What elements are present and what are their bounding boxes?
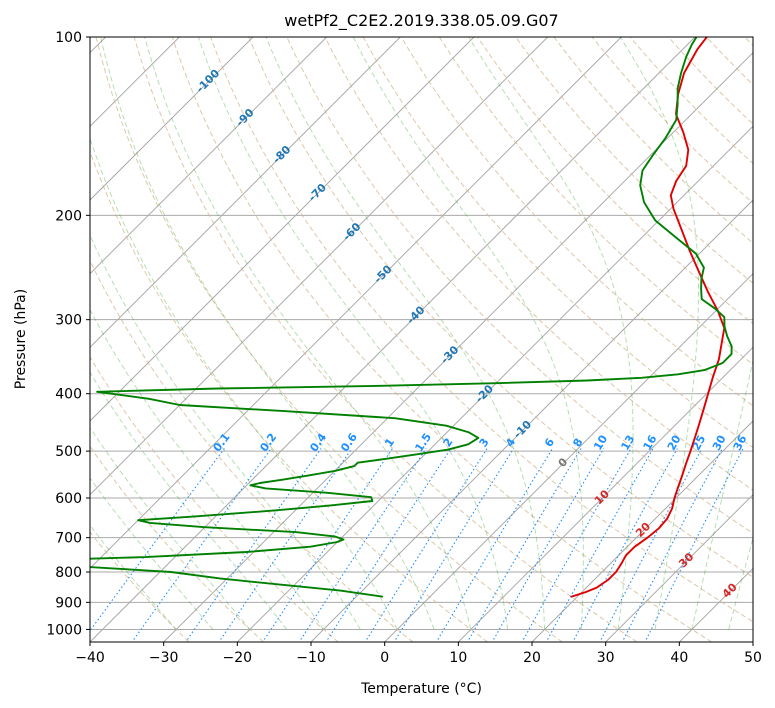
isotherm-lines [90,37,753,642]
isotherm-line [90,37,475,422]
isotherm-line [163,51,753,642]
x-tick-label: −20 [223,650,253,666]
dry-adiabat [438,37,753,365]
mixing-ratio-line [493,448,605,640]
dry-adiabat [362,37,753,449]
mixing-ratio-line [220,448,353,640]
x-tick-label: 20 [523,650,541,666]
mixing-ratio-line [327,448,452,640]
dry-adiabat [90,356,339,642]
moist-adiabat [144,37,472,630]
mixing-ratio-line [547,448,654,640]
x-tick-label: 50 [744,650,762,666]
isotherm-line [90,37,401,349]
pressure-grid [90,37,753,630]
x-tick-label: −40 [75,650,105,666]
moist-adiabat [90,234,361,630]
temperature-profile [570,37,726,598]
dry-adiabat [324,37,753,491]
dry-adiabat [210,37,753,623]
isotherm-line [384,272,753,642]
dry-adiabat [400,37,753,407]
dry-adiabat [477,37,753,325]
plot-frame [89,36,754,643]
x-axis-label: Temperature (°C) [360,681,482,697]
mixing-ratio-line [395,448,515,640]
x-tick-label: 0 [380,650,389,666]
moist-adiabat [265,37,546,630]
mixing-ratio-lines [90,448,744,640]
axis-ticks: −40 −30 −20 −10 0 10 20 30 40 50 100 200 300 400 500 60… [46,30,762,666]
isotherm-line [90,37,622,570]
moist-adiabat [90,308,324,630]
dry-adiabats [90,37,753,642]
x-tick-label: −30 [149,650,179,666]
isotherm-line [90,37,328,275]
moist-adiabat [90,137,398,630]
dry-adiabat [90,531,190,642]
mixing-ratio-line [523,448,632,640]
mixing-ratio-label: 36 [731,433,750,453]
y-tick-label: 900 [55,595,82,611]
isotherm-line [605,493,753,642]
y-tick-label: 700 [55,531,82,547]
dry-adiabat [133,37,638,642]
plot-background [90,37,753,642]
moist-adiabats [90,37,753,630]
y-tick-label: 100 [55,30,82,46]
moist-adiabat [728,536,753,630]
moist-adiabat [352,37,584,630]
isotherm-line [90,37,696,642]
moist-adiabat [197,37,509,630]
dry-adiabat [591,37,753,204]
moist-adiabat [468,37,634,630]
moist-adiabat [691,358,753,630]
dry-adiabat [553,37,753,244]
isotherm-line [90,37,254,201]
mixing-ratio-line [573,448,678,640]
y-tick-label: 1000 [46,622,82,638]
chart-title: wetPf2_C2E2.2019.338.05.09.G07 [284,11,558,31]
isotherm-line [531,420,753,642]
isotherm-line [457,346,753,642]
x-tick-label: −10 [296,650,326,666]
dewpoint-profile [90,37,733,598]
dry-adiabat [286,37,753,534]
dry-adiabat [171,37,712,642]
y-tick-label: 600 [55,491,82,507]
y-tick-label: 800 [55,565,82,581]
x-tick-label: 40 [670,650,688,666]
y-tick-label: 400 [55,387,82,403]
y-axis-label: Pressure (hPa) [13,289,29,389]
dry-adiabat [90,259,414,642]
isotherm-line [752,641,753,642]
moist-adiabat [100,37,435,630]
mixing-ratio-line [437,448,553,640]
dry-adiabat [95,37,563,642]
x-tick-label: 10 [449,650,467,666]
y-tick-label: 300 [55,313,82,329]
sounding-profiles [90,37,733,598]
x-tick-label: 30 [597,650,615,666]
mixing-ratio-line [468,448,582,640]
mixing-ratio-line [366,448,488,640]
mixing-ratio-line [133,448,272,640]
mixing-ratio-line [187,448,322,640]
dry-adiabat [248,37,753,578]
y-tick-label: 200 [55,208,82,224]
isotherm-line [90,37,549,496]
dry-adiabat [90,150,488,642]
y-tick-label: 500 [55,444,82,460]
